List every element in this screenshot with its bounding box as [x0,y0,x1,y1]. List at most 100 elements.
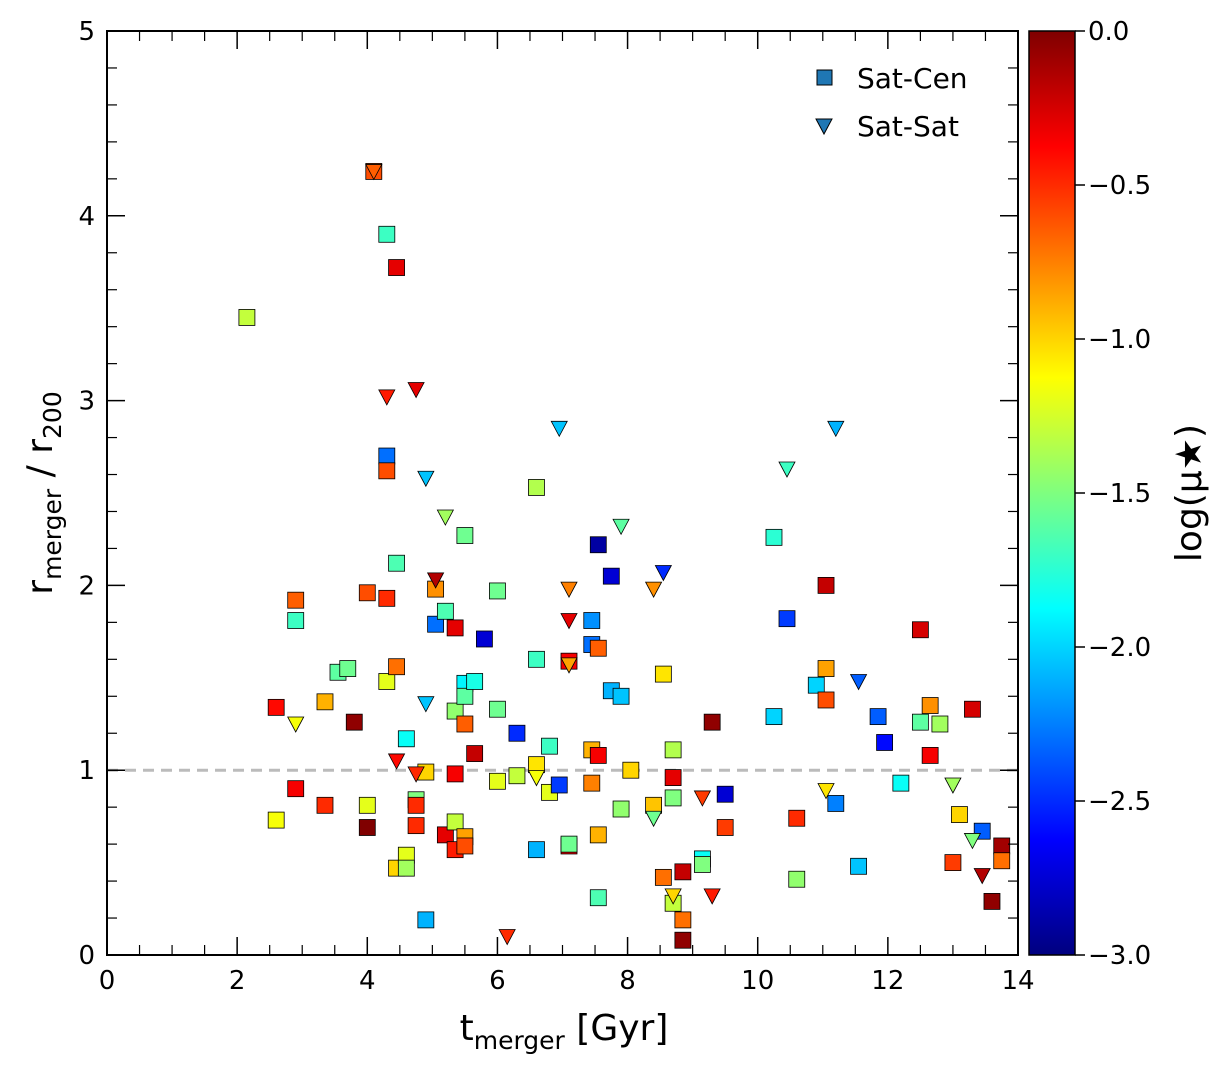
data-point-sat-cen [397,859,415,877]
data-point-sat-cen [589,639,607,657]
data-point-sat-cen [358,796,376,814]
data-point-sat-cen [446,765,464,783]
data-point-sat-cen [921,747,939,764]
data-point-sat-cen [528,650,545,668]
data-point-sat-cen [765,708,783,726]
data-point-sat-sat [498,929,516,946]
x-tick-label: 10 [741,966,774,996]
x-tick-label: 14 [1001,966,1034,996]
data-point-sat-cen [589,536,607,554]
data-point-sat-cen [456,715,474,733]
data-point-sat-cen [944,854,962,871]
data-point-sat-cen [850,857,867,875]
data-point-sat-cen [560,835,578,853]
data-point-sat-cen [664,741,682,759]
data-point-sat-sat [693,790,712,807]
data-point-sat-cen [788,870,806,888]
data-point-sat-cen [508,767,526,785]
data-point-sat-cen [417,911,435,929]
data-point-sat-cen [378,225,396,243]
data-point-sat-sat [973,868,991,885]
data-point-sat-cen [778,610,796,628]
data-point-sat-cen [287,612,305,629]
data-point-sat-cen [664,789,682,807]
data-point-sat-cen [358,584,376,602]
data-point-sat-cen [583,774,601,792]
data-point-sat-sat [944,777,962,794]
y-axis-label: rmerger / r200 [20,391,67,594]
colorbar-tick-label: −1.0 [1088,325,1151,355]
data-point-sat-cen [489,700,506,718]
data-point-sat-cen [378,462,396,480]
data-point-sat-cen [589,826,607,844]
colorbar-label: log(μ★) [1169,424,1210,562]
data-point-sat-cen [765,528,783,546]
data-point-sat-cen [446,813,464,831]
data-point-sat-cen [358,819,376,836]
data-point-sat-cen [876,734,894,751]
data-point-sat-cen [817,691,835,709]
data-point-sat-cen [489,582,506,600]
colorbar-tick-label: 0.0 [1088,17,1129,47]
data-point-sat-cen [983,893,1001,910]
data-point-sat-cen [892,774,910,792]
data-point-sat-cen [528,479,545,496]
data-point-sat-sat [817,783,835,800]
data-point-sat-cen [869,708,887,726]
colorbar-ticks: 0.0 −0.5 −1.0 −1.5 −2.0 −2.5 −3.0 [1075,17,1151,971]
data-point-sat-sat [417,696,435,713]
colorbar-tick-label: −3.0 [1088,941,1151,971]
data-point-sat-sat [664,888,682,905]
data-point-sat-cen [466,745,484,762]
data-point-sat-sat [849,674,868,691]
colorbar-tick-label: −2.0 [1088,633,1151,663]
colorbar: 0.0 −0.5 −1.0 −1.5 −2.0 −2.5 −3.0 log(μ★) [1028,17,1210,971]
data-point-sat-sat [778,461,796,478]
data-point-sat-cen [654,868,672,886]
data-point-sat-cen [964,700,981,718]
data-point-sat-sat [654,565,673,582]
data-point-sat-cen [238,309,256,326]
data-point-sat-cen [378,673,396,690]
data-point-sat-cen [456,837,474,855]
data-point-sat-cen [602,567,620,585]
data-point-sat-cen [287,591,305,609]
data-point-sat-cen [993,837,1011,855]
data-point-sat-cen [378,447,396,465]
data-point-sat-cen [388,554,405,572]
legend-marker-sat-cen [816,69,833,86]
data-point-sat-cen [388,259,405,276]
data-point-sat-cen [436,602,454,620]
y-tick-label: 0 [78,941,95,971]
data-point-sat-sat [560,613,578,630]
colorbar-gradient [1028,30,1076,956]
x-tick-label: 8 [619,966,636,996]
data-point-sat-sat [365,164,383,181]
x-tick-label: 0 [99,966,116,996]
data-point-sat-sat [378,389,396,406]
data-points [238,163,1011,949]
data-point-sat-cen [489,772,506,790]
x-tick-label: 2 [229,966,246,996]
data-point-sat-sat [287,716,305,733]
data-point-sat-cen [817,577,835,594]
data-point-sat-cen [476,630,493,648]
data-point-sat-cen [654,665,672,683]
colorbar-tick-label: −0.5 [1088,171,1151,201]
data-point-sat-cen [589,747,607,764]
y-tick-label: 5 [78,17,95,47]
data-point-sat-sat [963,833,982,850]
y-tick-label: 4 [78,202,95,232]
data-point-sat-cen [267,698,285,716]
data-point-sat-cen [316,796,334,814]
legend-marker-sat-sat [815,118,833,136]
data-point-sat-cen [407,796,425,814]
y-tick-label: 3 [78,387,95,417]
data-point-sat-cen [993,852,1011,870]
data-point-sat-sat [407,766,425,783]
data-point-sat-cen [345,713,363,731]
data-point-sat-sat [703,888,721,905]
legend: Sat-Cen Sat-Sat [815,62,968,143]
data-point-sat-cen [921,697,939,714]
